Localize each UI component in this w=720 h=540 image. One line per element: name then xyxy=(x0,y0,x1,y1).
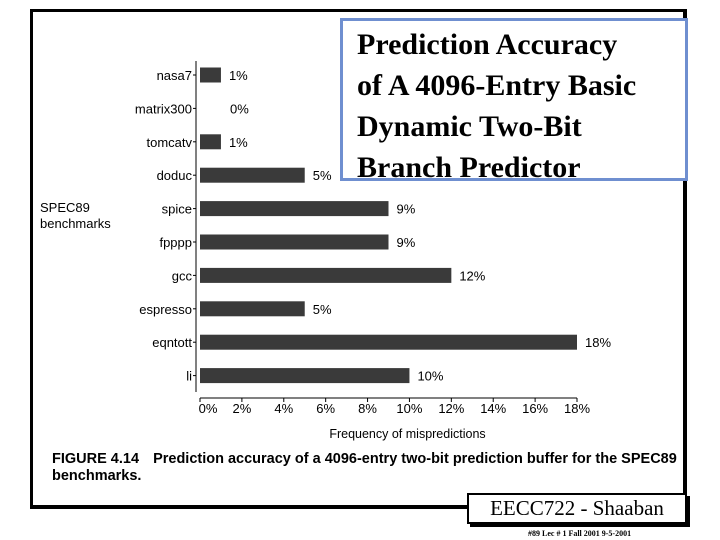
data-bar xyxy=(200,201,389,217)
category-label: matrix300 xyxy=(135,101,192,116)
category-label: espresso xyxy=(139,302,192,317)
category-label: doduc xyxy=(157,168,193,183)
title-line-1: Prediction Accuracy xyxy=(357,28,618,61)
category-axis-title: benchmarks xyxy=(40,216,111,231)
data-bar xyxy=(200,134,221,150)
category-label: fpppp xyxy=(159,235,192,250)
data-label: 12% xyxy=(459,268,485,283)
value-tick-label: 12% xyxy=(438,401,464,416)
value-tick-label: 14% xyxy=(480,401,506,416)
category-label: li xyxy=(186,369,192,384)
data-label: 5% xyxy=(313,302,332,317)
data-label: 0% xyxy=(230,101,249,116)
figure-number: FIGURE 4.14 xyxy=(52,451,140,467)
title-line-2: of A 4096-Entry Basic xyxy=(357,69,637,102)
figure-caption: FIGURE 4.14 Prediction accuracy of a 409… xyxy=(52,451,682,485)
category-label: spice xyxy=(162,202,192,217)
data-label: 1% xyxy=(229,68,248,83)
data-label: 9% xyxy=(397,235,416,250)
category-label: tomcatv xyxy=(146,135,192,150)
data-bar xyxy=(200,67,221,83)
data-bar xyxy=(200,167,305,183)
data-bar xyxy=(200,234,389,250)
value-tick-label: 16% xyxy=(522,401,548,416)
category-label: eqntott xyxy=(152,335,192,350)
value-tick-label: 2% xyxy=(232,401,251,416)
category-label: nasa7 xyxy=(157,68,192,83)
data-label: 1% xyxy=(229,135,248,150)
title-line-3: Dynamic Two-Bit xyxy=(357,110,582,143)
data-label: 10% xyxy=(417,369,443,384)
value-tick-label: 6% xyxy=(316,401,335,416)
data-label: 5% xyxy=(313,168,332,183)
data-bar xyxy=(200,368,410,384)
data-bar xyxy=(200,334,577,350)
data-bar xyxy=(200,267,452,283)
title-line-4: Branch Predictor xyxy=(357,151,581,184)
value-tick-label: 10% xyxy=(396,401,422,416)
caption-text: Prediction accuracy of a 4096-entry two-… xyxy=(52,451,677,484)
x-axis-title: Frequency of mispredictions xyxy=(329,427,485,441)
value-tick-label: 4% xyxy=(274,401,293,416)
category-label: gcc xyxy=(172,268,193,283)
data-bar xyxy=(200,301,305,317)
footer-text: #89 Lec # 1 Fall 2001 9-5-2001 xyxy=(528,529,632,538)
value-tick-label: 18% xyxy=(564,401,590,416)
slide-title: Prediction Accuracy of A 4096-Entry Basi… xyxy=(340,18,688,184)
category-axis-title: SPEC89 xyxy=(40,200,90,215)
value-tick-label: 0% xyxy=(199,401,218,416)
course-label: EECC722 - Shaaban xyxy=(467,493,687,524)
data-label: 18% xyxy=(585,335,611,350)
data-label: 9% xyxy=(397,202,416,217)
value-tick-label: 8% xyxy=(358,401,377,416)
